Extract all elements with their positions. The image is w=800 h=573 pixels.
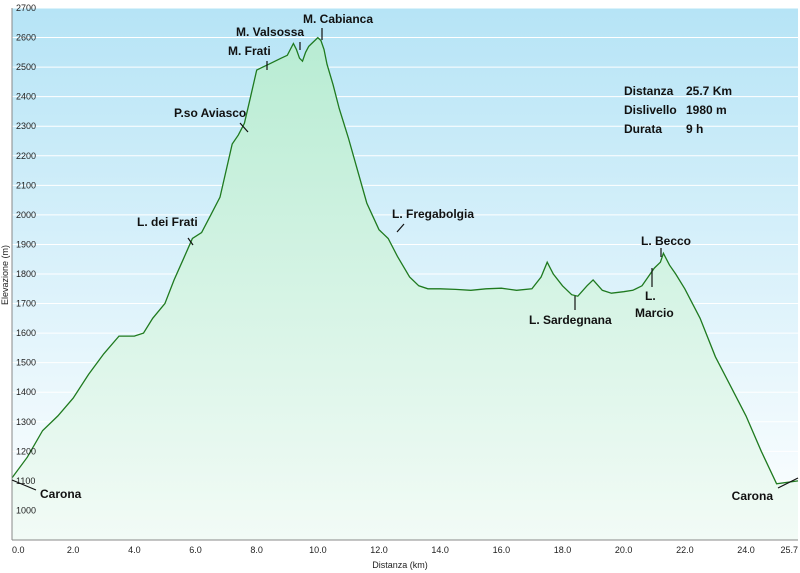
x-tick-label: 0.0 [12,545,25,555]
annotation-label: P.so Aviasco [174,106,246,120]
y-tick-labels: 1000 1100 1200 1300 1400 1500 1600 1700 1800 1900… [16,3,36,515]
x-axis-label: Distanza (km) [372,560,428,570]
x-tick-label: 22.0 [676,545,694,555]
annotation-label: L. Sardegnana [529,313,612,327]
annotation-label: Marcio [635,306,674,320]
x-tick-label: 2.0 [67,545,80,555]
annotation-label: L. dei Frati [137,215,198,229]
y-tick-label: 1300 [16,417,36,427]
x-tick-label: 18.0 [554,545,572,555]
elevation-line [11,36,799,485]
annotation-label: Carona [40,487,82,501]
annotation-label: M. Valsossa [236,25,304,39]
climb-label: Dislivello [624,103,677,117]
x-tick-label: 25.7 [780,545,798,555]
distance-label: Distanza [624,84,674,98]
y-tick-label: 1900 [16,239,36,249]
duration-label: Durata [624,122,662,136]
annotation-label: L. Becco [641,234,691,248]
annotation-label: M. Cabianca [303,12,373,26]
y-tick-label: 1000 [16,505,36,515]
waypoint-annotations: Carona L. dei Frati P.so Aviasco M. Frati M.… [11,12,799,503]
y-axis-label: Elevazione (m) [0,245,10,305]
elevation-area [12,37,798,540]
y-tick-label: 2500 [16,62,36,72]
annotation-leader [187,237,194,246]
x-tick-labels: 0.0 2.0 4.0 6.0 8.0 10.0 12.0 14.0 16.0 18.0 20.0 2… [12,545,798,555]
y-tick-label: 2200 [16,151,36,161]
y-tick-label: 2000 [16,210,36,220]
y-tick-label: 2300 [16,121,36,131]
y-tick-label: 1700 [16,299,36,309]
annotation-label: L. [645,289,656,303]
annotation-leader [239,122,249,133]
x-tick-label: 12.0 [370,545,388,555]
annotation-leader [11,479,37,491]
y-tick-label: 2700 [16,3,36,13]
x-tick-label: 14.0 [431,545,449,555]
annotation-leader [396,223,405,233]
distance-value: 25.7 Km [686,84,732,98]
x-tick-label: 8.0 [250,545,263,555]
x-tick-label: 16.0 [493,545,511,555]
y-tick-label: 2400 [16,92,36,102]
x-tick-label: 20.0 [615,545,633,555]
x-tick-label: 6.0 [189,545,202,555]
x-tick-label: 24.0 [737,545,755,555]
annotation-label: L. Fregabolgia [392,207,474,221]
annotation-label: Carona [732,489,774,503]
y-tick-label: 1800 [16,269,36,279]
y-tick-label: 1400 [16,387,36,397]
y-tick-label: 1600 [16,328,36,338]
y-tick-label: 1200 [16,446,36,456]
annotation-label: M. Frati [228,44,271,58]
y-tick-label: 1500 [16,358,36,368]
duration-value: 9 h [686,122,703,136]
y-tick-label: 1100 [16,476,35,486]
y-tick-label: 2100 [16,180,36,190]
x-tick-label: 10.0 [309,545,327,555]
climb-value: 1980 m [686,103,727,117]
route-info: Distanza 25.7 Km Dislivello 1980 m Durat… [624,84,732,136]
y-tick-label: 2600 [16,33,36,43]
x-tick-label: 4.0 [128,545,141,555]
annotation-leader [777,477,799,489]
